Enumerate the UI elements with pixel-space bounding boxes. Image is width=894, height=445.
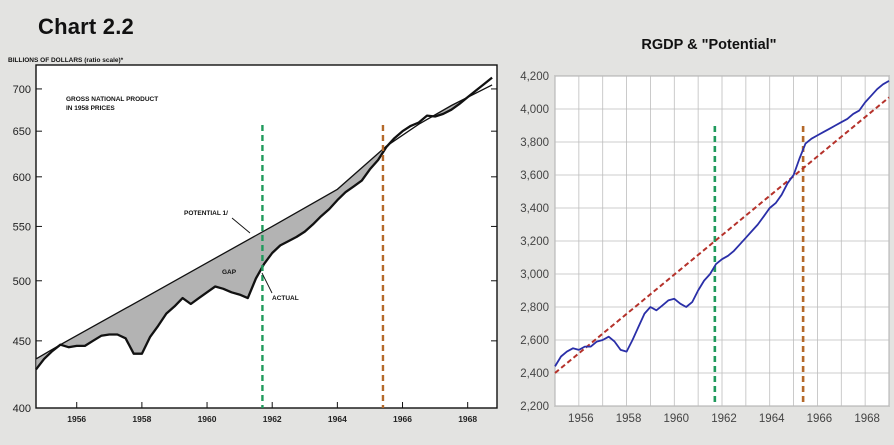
x-tick-label: 1960 bbox=[198, 414, 217, 424]
y-tick-label: 4,000 bbox=[520, 104, 549, 116]
x-tick-label: 1956 bbox=[67, 414, 86, 424]
y-tick-label: 3,600 bbox=[520, 170, 549, 182]
y-tick-label: 3,000 bbox=[520, 269, 549, 281]
y-tick-label: 3,400 bbox=[520, 203, 549, 215]
x-tick-label: 1960 bbox=[663, 413, 689, 425]
actual-annotation-leader bbox=[261, 272, 273, 294]
inner-title-line-2: IN 1958 PRICES bbox=[66, 105, 115, 112]
potential-annotation: POTENTIAL 1/ bbox=[184, 210, 228, 217]
x-tick-label: 1958 bbox=[132, 414, 151, 424]
gnp-chart-panel: BILLIONS OF DOLLARS (ratio scale)* GROSS … bbox=[0, 52, 510, 440]
potential-line bbox=[35, 84, 493, 360]
x-tick-label: 1962 bbox=[711, 413, 737, 425]
rgdp-line bbox=[554, 80, 890, 367]
gap-shaded-area bbox=[36, 84, 493, 370]
potential-annotation-leader bbox=[231, 217, 251, 234]
y-tick-label: 2,400 bbox=[520, 368, 549, 380]
x-tick-label: 1964 bbox=[328, 414, 347, 424]
y-tick-label: 3,800 bbox=[520, 137, 549, 149]
y-axis-title: BILLIONS OF DOLLARS (ratio scale)* bbox=[8, 57, 124, 64]
y-tick-label: 2,600 bbox=[520, 335, 549, 347]
main-title: Chart 2.2 bbox=[38, 14, 134, 39]
y-tick-label: 500 bbox=[13, 276, 31, 288]
y-tick-label: 2,200 bbox=[520, 401, 549, 413]
x-tick-label: 1958 bbox=[616, 413, 642, 425]
rgdp-chart: RGDP & "Potential" 2,200 2,400 2,600 2,800 3,… bbox=[520, 37, 890, 425]
y-tick-label: 4,200 bbox=[520, 71, 549, 83]
potential-line bbox=[554, 96, 890, 374]
y-tick-label: 450 bbox=[13, 336, 31, 348]
y-tick-label: 2,800 bbox=[520, 302, 549, 314]
gap-annotation: GAP bbox=[222, 269, 237, 276]
x-tick-label: 1968 bbox=[458, 414, 477, 424]
x-tick-label: 1966 bbox=[807, 413, 833, 425]
y-tick-label: 3,200 bbox=[520, 236, 549, 248]
inner-title-line-1: GROSS NATIONAL PRODUCT bbox=[66, 96, 158, 103]
y-tick-label: 550 bbox=[13, 221, 31, 233]
rgdp-chart-panel: RGDP & "Potential" 2,200 2,400 2,600 2,800 3,… bbox=[505, 26, 894, 440]
x-tick-label: 1968 bbox=[854, 413, 880, 425]
y-tick-label: 400 bbox=[13, 403, 31, 415]
actual-line bbox=[35, 76, 493, 371]
gnp-chart: BILLIONS OF DOLLARS (ratio scale)* GROSS … bbox=[8, 57, 498, 424]
x-tick-label: 1956 bbox=[568, 413, 594, 425]
chart-title: RGDP & "Potential" bbox=[641, 37, 776, 53]
y-tick-label: 650 bbox=[13, 126, 31, 138]
x-tick-label: 1966 bbox=[393, 414, 412, 424]
y-tick-label: 600 bbox=[13, 172, 31, 184]
y-tick-label: 700 bbox=[13, 84, 31, 96]
x-tick-label: 1964 bbox=[759, 413, 785, 425]
actual-annotation: ACTUAL bbox=[272, 295, 299, 302]
x-tick-label: 1962 bbox=[263, 414, 282, 424]
